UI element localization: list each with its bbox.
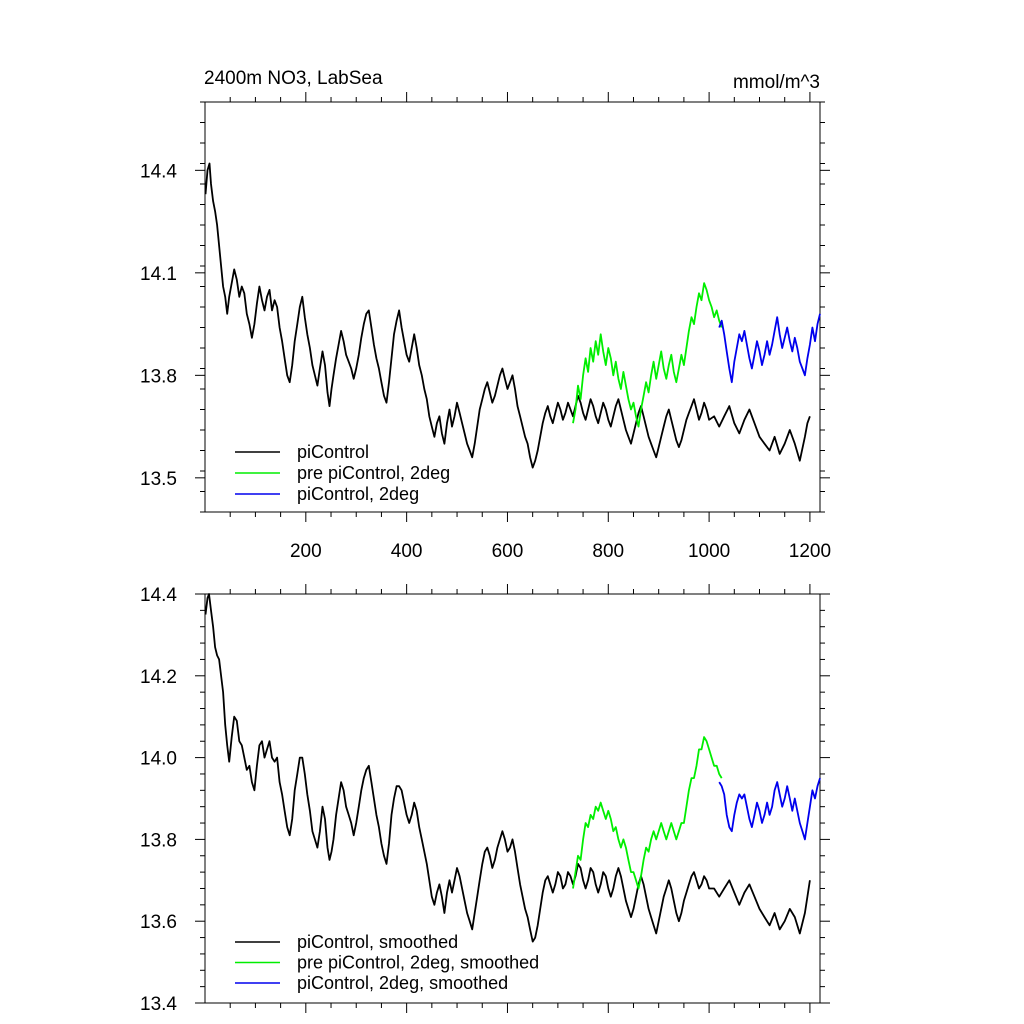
y-tick-label: 14.4 bbox=[140, 585, 177, 606]
y-tick-label: 14.2 bbox=[140, 667, 177, 688]
top-panel: 200 400 600 800 1000 1200 13.5 13.8 14.1 14.4 piCo… bbox=[140, 92, 831, 562]
y-tick-label: 13.8 bbox=[140, 830, 177, 851]
y-tick-label: 13.4 bbox=[140, 994, 177, 1015]
figure-title-right: mmol/m^3 bbox=[733, 72, 820, 93]
x-tick-label: 400 bbox=[391, 541, 423, 562]
y-tick-label: 14.1 bbox=[140, 264, 177, 285]
series-line-picontrol-2deg-smoothed bbox=[718, 777, 821, 841]
x-tick-label: 1200 bbox=[789, 541, 831, 562]
y-tick-label: 13.8 bbox=[140, 366, 177, 387]
figure-title-left: 2400m NO3, LabSea bbox=[204, 68, 383, 89]
x-tick-label: 1000 bbox=[688, 541, 730, 562]
y-tick-label: 13.6 bbox=[140, 912, 177, 933]
y-tick-label: 14.0 bbox=[140, 749, 177, 770]
bottom-panel: 13.4 13.6 13.8 14.0 14.2 14.4 piControl, smoot… bbox=[140, 584, 830, 1015]
series-line-picontrol-2deg bbox=[718, 313, 821, 384]
legend-label: pre piControl, 2deg bbox=[297, 463, 450, 483]
x-tick-label: 600 bbox=[492, 541, 524, 562]
legend-label: piControl, 2deg bbox=[297, 484, 419, 504]
y-tick-label: 14.4 bbox=[140, 161, 177, 182]
legend-label: pre piControl, 2deg, smoothed bbox=[297, 953, 539, 973]
series-line-picontrol bbox=[204, 162, 811, 469]
series-line-pre-picontrol-2deg bbox=[572, 282, 723, 428]
x-tick-label: 800 bbox=[592, 541, 624, 562]
y-tick-label: 13.5 bbox=[140, 469, 177, 490]
plot-frame bbox=[204, 593, 821, 1004]
legend-label: piControl, smoothed bbox=[297, 932, 458, 952]
legend-label: piControl bbox=[297, 442, 369, 462]
legend-label: piControl, 2deg, smoothed bbox=[297, 973, 508, 993]
x-tick-label: 200 bbox=[290, 541, 322, 562]
series-line-picontrol-smoothed bbox=[204, 593, 811, 943]
series-line-pre-picontrol-2deg-smoothed bbox=[572, 736, 723, 890]
